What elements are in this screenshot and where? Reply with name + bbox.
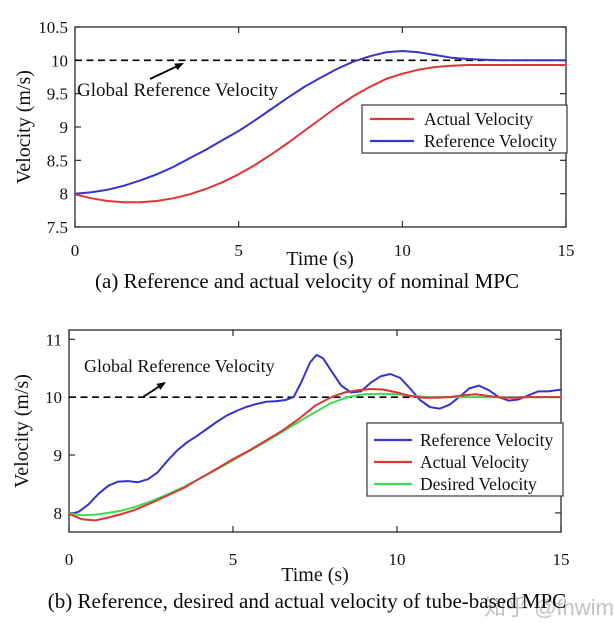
chart-a-annotation-global-reference-velocity: Global Reference Velocity	[77, 80, 279, 101]
x-tick-label: 0	[65, 550, 74, 569]
x-tick-label: 0	[71, 241, 80, 260]
chart-b-x-axis-label: Time (s)	[281, 564, 349, 586]
legend-label: Actual Velocity	[420, 452, 529, 472]
y-tick-label: 7.5	[47, 218, 68, 237]
x-tick-label: 15	[558, 241, 575, 260]
y-tick-label: 8.5	[47, 151, 68, 170]
annotation-arrow-line	[149, 66, 177, 80]
chart-a-plot: 0 5 10 15 7.5 8 8.5 9 9.5 10 10.5 Actual VelocityRe…	[38, 18, 574, 260]
x-tick-label: 10	[389, 550, 406, 569]
series-reference-velocity	[74, 50, 567, 195]
chart-a-x-axis-label: Time (s)	[286, 248, 354, 270]
axis-ticks	[74, 26, 567, 228]
series-actual-velocity	[68, 388, 562, 522]
legend-label: Reference Velocity	[424, 131, 558, 151]
annotation-arrowhead-icon	[156, 382, 166, 390]
caption-a: (a) Reference and actual velocity of nom…	[95, 269, 519, 293]
y-tick-label: 10	[51, 51, 68, 70]
y-tick-label: 9.5	[47, 85, 68, 104]
chart-a-canvas: 0 5 10 15 7.5 8 8.5 9 9.5 10 10.5 Actual VelocityRe…	[13, 18, 575, 270]
y-tick-label: 9	[54, 446, 63, 465]
zhihu-watermark: 知乎 @fhwim	[484, 595, 614, 620]
x-tick-label: 15	[553, 550, 570, 569]
chart-b-y-axis-label: Velocity (m/s)	[11, 374, 33, 488]
chart-a-y-axis-label: Velocity (m/s)	[13, 70, 35, 184]
annotation-arrowhead-icon	[174, 63, 184, 71]
series-reference-velocity	[68, 353, 562, 516]
y-tick-label: 8	[60, 185, 69, 204]
annotation-arrow-line	[142, 386, 159, 398]
chart-b-annotation-global-reference-velocity: Global Reference Velocity	[84, 356, 275, 376]
legend-label: Reference Velocity	[420, 430, 554, 450]
series-actual-velocity	[74, 64, 567, 204]
legend-label: Actual Velocity	[424, 109, 533, 129]
y-tick-label: 10	[45, 388, 62, 407]
x-tick-label: 5	[234, 241, 243, 260]
y-tick-label: 9	[60, 118, 69, 137]
legend-label: Desired Velocity	[420, 474, 537, 494]
y-tick-label: 11	[46, 330, 62, 349]
caption-b: (b) Reference, desired and actual veloci…	[47, 589, 567, 613]
x-tick-label: 10	[394, 241, 411, 260]
y-tick-label: 8	[54, 504, 63, 523]
x-tick-label: 5	[229, 550, 238, 569]
y-tick-label: 10.5	[38, 18, 68, 37]
